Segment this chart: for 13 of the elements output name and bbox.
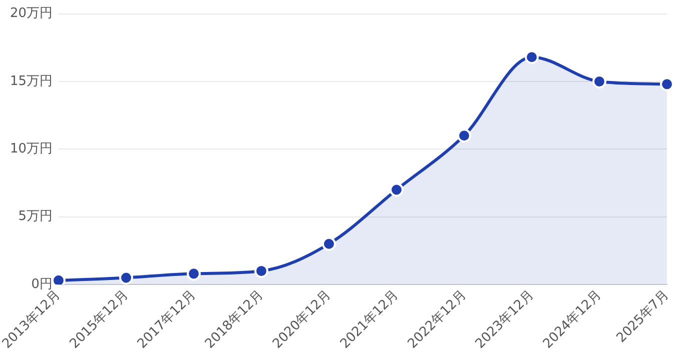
point xyxy=(660,77,674,92)
point xyxy=(52,273,66,284)
point xyxy=(524,50,539,64)
y-tick-label: 0円 xyxy=(31,276,53,292)
y-tick-label: 15万円 xyxy=(10,74,53,89)
point xyxy=(457,128,472,143)
point xyxy=(390,182,404,197)
y-tick-label: 20万円 xyxy=(10,6,53,22)
y-tick-label: 5万円 xyxy=(18,209,53,224)
point xyxy=(322,236,336,251)
y-tick-label: 10万円 xyxy=(10,142,53,157)
point xyxy=(186,266,201,281)
point xyxy=(119,270,134,284)
